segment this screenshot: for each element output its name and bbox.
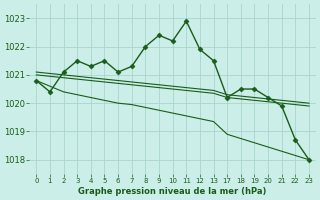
X-axis label: Graphe pression niveau de la mer (hPa): Graphe pression niveau de la mer (hPa) [78,187,267,196]
